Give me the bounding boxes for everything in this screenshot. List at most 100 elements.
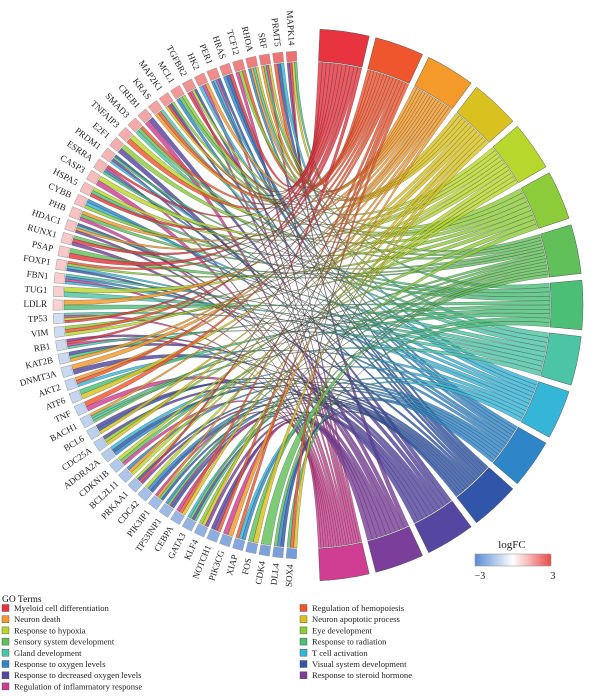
legend-swatch (1, 671, 10, 679)
gene-fc-box (232, 59, 246, 73)
colorbar-gradient (474, 553, 552, 567)
chord-ribbon (76, 350, 528, 411)
chord-ribbon (76, 225, 547, 353)
term-arc (456, 467, 514, 524)
legend-swatch (299, 649, 308, 657)
gene-fc-box (272, 546, 285, 559)
chord-ribbon (64, 312, 544, 367)
chord-ribbon (75, 76, 394, 384)
term-arc (549, 279, 584, 331)
gene-fc-boxes (52, 50, 298, 560)
chord-ribbon (158, 258, 547, 500)
gene-fc-box (206, 67, 221, 82)
term-arc (367, 526, 423, 573)
gene-fc-box (73, 402, 88, 417)
colorbar-min-label: −3 (475, 571, 486, 582)
chord-ribbon (97, 377, 474, 485)
chord-ribbon (67, 210, 533, 278)
chord-ribbon (138, 67, 362, 483)
chord-ribbon (189, 264, 548, 520)
chord-ribbon (202, 134, 484, 526)
legend-label: Response to hypoxia (14, 625, 86, 635)
gene-fc-box (52, 285, 64, 298)
term-arc (520, 172, 570, 229)
chord-ribbon (128, 104, 447, 473)
gene-fc-box (127, 117, 143, 133)
gene-fc-box (52, 299, 64, 311)
gene-fc-box (158, 92, 174, 107)
chord-ribbon (63, 95, 434, 306)
gene-fc-box (60, 364, 74, 378)
gene-label: FOS (240, 557, 253, 575)
gene-label: FOXP1 (23, 253, 52, 267)
gene-label: PHB (48, 197, 68, 213)
chord-ribbon (290, 82, 409, 548)
gene-fc-box (86, 425, 101, 441)
chord-ribbon (90, 313, 550, 419)
chord-ribbon (167, 261, 547, 506)
gene-fc-box (285, 547, 298, 560)
gene-fc-box (118, 468, 134, 484)
term-arc (540, 224, 582, 278)
legend-label: Response to oxygen levels (14, 659, 106, 669)
chord-ribbon (64, 315, 337, 547)
legend-swatch (1, 660, 10, 668)
legend-swatch (1, 615, 10, 623)
chord-ribbon (64, 159, 505, 294)
gene-fc-box (109, 458, 125, 474)
gene-fc-box (57, 352, 71, 365)
chord-ribbon (130, 173, 514, 476)
gene-fc-box (64, 219, 78, 233)
chord-ribbon (73, 235, 544, 275)
chord-ribbon (135, 176, 516, 480)
chord-ribbon (280, 411, 459, 548)
chord-ribbon (217, 80, 403, 533)
gene-fc-box (285, 50, 298, 63)
term-arcs (318, 29, 584, 581)
gene-fc-box (219, 533, 233, 548)
gene-fc-box (245, 55, 259, 69)
chord-ribbon (67, 74, 388, 270)
gene-fc-box (219, 62, 233, 77)
term-arc (456, 86, 514, 143)
legend-label: Neuron apoptotic process (312, 614, 400, 624)
chord-ribbon (65, 276, 507, 447)
chord-ribbon (181, 131, 481, 516)
chord-ribbon (114, 154, 478, 481)
gene-label: RHOA (240, 25, 256, 53)
legend-swatch (299, 660, 308, 668)
term-arc (414, 56, 472, 110)
chord-ribbon (65, 273, 546, 357)
chord-ribbon (98, 153, 500, 237)
gene-label: DLL4 (269, 562, 282, 585)
chord-ribbon (72, 354, 436, 514)
chord-ribbon (154, 411, 327, 548)
gene-fc-box (147, 100, 163, 115)
gene-fc-box (147, 495, 163, 510)
gene-label: XIAP (224, 553, 239, 576)
chord-ribbon (63, 300, 551, 311)
legend-label: Visual system development (312, 659, 407, 669)
gene-fc-box (181, 78, 197, 93)
gene-label: TUG1 (24, 284, 48, 295)
chord-ribbon (80, 213, 543, 270)
term-arc (318, 542, 370, 581)
colorbar-max-label: 3 (551, 571, 556, 582)
chord-ribbon (227, 107, 452, 537)
gene-label: VIM (30, 327, 48, 339)
gene-label: TP53 (28, 313, 49, 324)
gene-label: TNF (53, 408, 73, 424)
gene-label: RUNX1 (26, 222, 58, 240)
gene-fc-box (79, 181, 94, 197)
gene-fc-box (194, 72, 209, 87)
chord-ribbon (112, 156, 550, 294)
chord-ribbon (64, 65, 355, 324)
colorbar-title: logFC (498, 539, 526, 551)
chord-ribbon (293, 140, 489, 548)
gene-fc-box (86, 169, 101, 185)
gene-fc-box (64, 377, 78, 391)
term-arc (540, 332, 582, 386)
chord-ribbon (106, 128, 478, 446)
chord-ribbon (117, 169, 512, 461)
chord-ribbon (66, 334, 391, 535)
